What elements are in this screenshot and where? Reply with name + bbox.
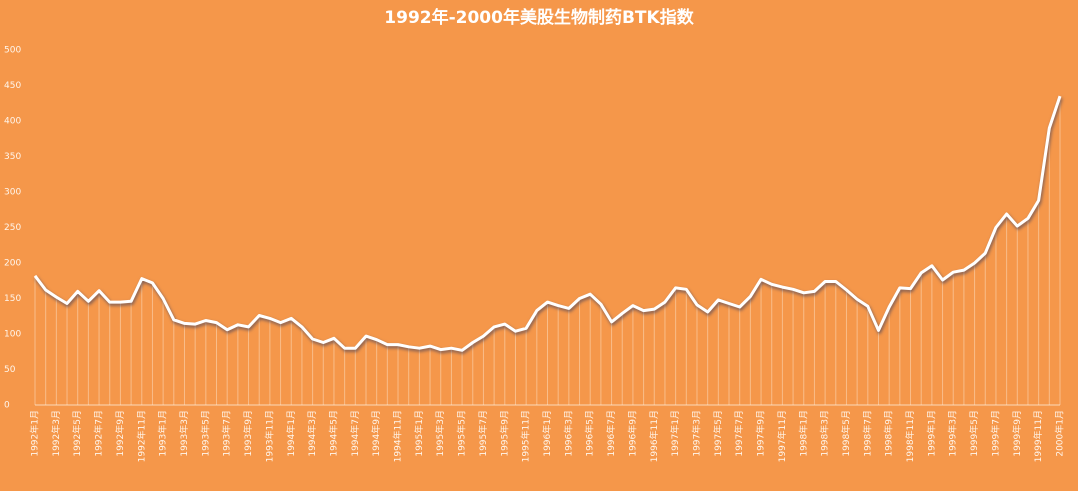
x-tick-label: 1993年11月 [263,410,275,462]
y-tick-label: 0 [4,401,10,411]
x-tick-label: 1996年3月 [562,410,574,457]
x-tick-label: 1993年9月 [242,410,254,457]
x-tick-label: 1995年7月 [477,410,489,457]
x-tick-label: 1994年9月 [370,410,382,457]
line [33,95,1062,352]
x-tick-label: 1995年1月 [413,410,425,457]
x-tick-label: 1997年1月 [669,410,681,457]
x-tick-label: 1992年1月 [29,410,41,457]
x-tick-label: 1997年11月 [776,410,788,462]
x-tick-label: 1999年11月 [1032,410,1044,462]
y-tick-label: 100 [4,330,21,340]
x-tick-label: 1995年5月 [456,410,468,457]
x-tick-label: 1992年5月 [71,410,83,457]
chart-title: 1992年-2000年美股生物制药BTK指数 [384,7,694,28]
x-tick-label: 1997年7月 [733,410,745,457]
x-tick-label: 1998年5月 [840,410,852,457]
x-tick-label: 1995年9月 [498,410,510,457]
x-tick-label: 1996年7月 [605,410,617,457]
x-tick-label: 1993年7月 [221,410,233,457]
x-tick-label: 1998年3月 [819,410,831,457]
x-tick-label: 1996年11月 [648,410,660,462]
y-tick-label: 350 [4,152,21,162]
x-tick-label: 1997年5月 [712,410,724,457]
x-tick-label: 1996年5月 [584,410,596,457]
x-tick-label: 1997年9月 [755,410,767,457]
x-tick-label: 1999年5月 [968,410,980,457]
x-tick-label: 1993年1月 [157,410,169,457]
x-tick-label: 1994年7月 [349,410,361,457]
x-tick-label: 1998年9月 [883,410,895,457]
y-tick-label: 200 [4,259,21,269]
y-tick-label: 50 [4,365,16,375]
x-tick-label: 1993年5月 [199,410,211,457]
x-tick-label: 1997年3月 [690,410,702,457]
x-tick-label: 1992年7月 [93,410,105,457]
x-tick-label: 1992年9月 [114,410,126,457]
x-tick-label: 1998年11月 [904,410,916,462]
x-tick-label: 1999年9月 [1011,410,1023,457]
x-tick-label: 1999年7月 [989,410,1001,457]
x-tick-label: 1994年3月 [306,410,318,457]
x-tick-label: 1992年11月 [135,410,147,462]
y-tick-label: 300 [4,188,21,198]
x-tick-label: 2000年1月 [1054,410,1066,457]
y-tick-label: 150 [4,294,21,304]
x-tick-label: 1998年1月 [797,410,809,457]
y-tick-label: 500 [4,46,21,56]
x-tick-label: 1993年3月 [178,410,190,457]
x-tick-label: 1995年11月 [520,410,532,462]
x-tick-label: 1994年1月 [285,410,297,457]
x-tick-label: 1995年3月 [434,410,446,457]
x-tick-label: 1999年1月 [925,410,937,457]
x-tick-label: 1999年3月 [947,410,959,457]
y-tick-label: 250 [4,223,21,233]
y-tick-label: 450 [4,81,21,91]
y-tick-label: 400 [4,117,21,127]
x-tick-label: 1996年1月 [541,410,553,457]
x-tick-label: 1998年7月 [861,410,873,457]
x-tick-label: 1996年9月 [626,410,638,457]
x-tick-label: 1992年3月 [50,410,62,457]
x-tick-label: 1994年5月 [327,410,339,457]
x-tick-label: 1994年11月 [392,410,404,462]
